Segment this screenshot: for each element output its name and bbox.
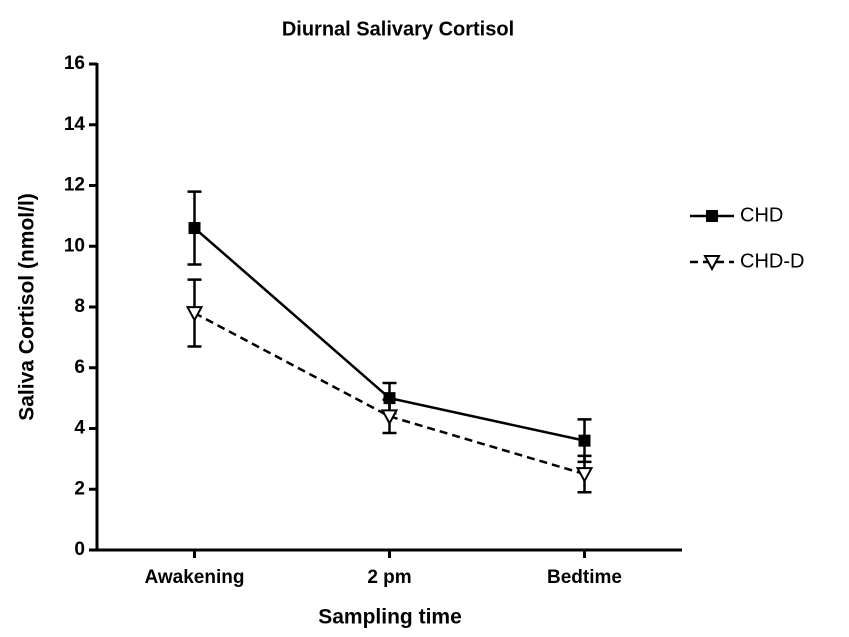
- y-tick-label: 0: [74, 539, 85, 560]
- marker: [706, 210, 718, 222]
- marker: [383, 392, 396, 405]
- y-tick-label: 16: [64, 53, 85, 74]
- marker: [185, 306, 204, 323]
- y-tick-label: 8: [74, 296, 85, 317]
- chart-title: Diurnal Salivary Cortisol: [282, 18, 514, 40]
- legend-label: CHD-D: [740, 250, 804, 272]
- y-axis-label: Saliva Cortisol (nmol/l): [16, 193, 39, 421]
- y-tick-label: 12: [64, 175, 85, 196]
- marker: [578, 434, 591, 447]
- marker: [188, 222, 201, 235]
- y-tick-label: 10: [64, 235, 85, 256]
- y-tick-label: 2: [74, 478, 85, 499]
- marker: [380, 409, 399, 426]
- legend-label: CHD: [740, 204, 783, 226]
- series-line: [193, 311, 585, 476]
- y-tick-label: 14: [64, 114, 86, 135]
- x-tick-label: Awakening: [145, 567, 245, 588]
- x-tick-label: 2 pm: [367, 567, 411, 588]
- marker: [575, 467, 594, 484]
- y-tick-label: 6: [74, 357, 85, 378]
- x-tick-label: Bedtime: [547, 567, 622, 588]
- y-tick-label: 4: [74, 418, 85, 439]
- marker: [703, 255, 721, 272]
- x-axis-label: Sampling time: [318, 606, 462, 629]
